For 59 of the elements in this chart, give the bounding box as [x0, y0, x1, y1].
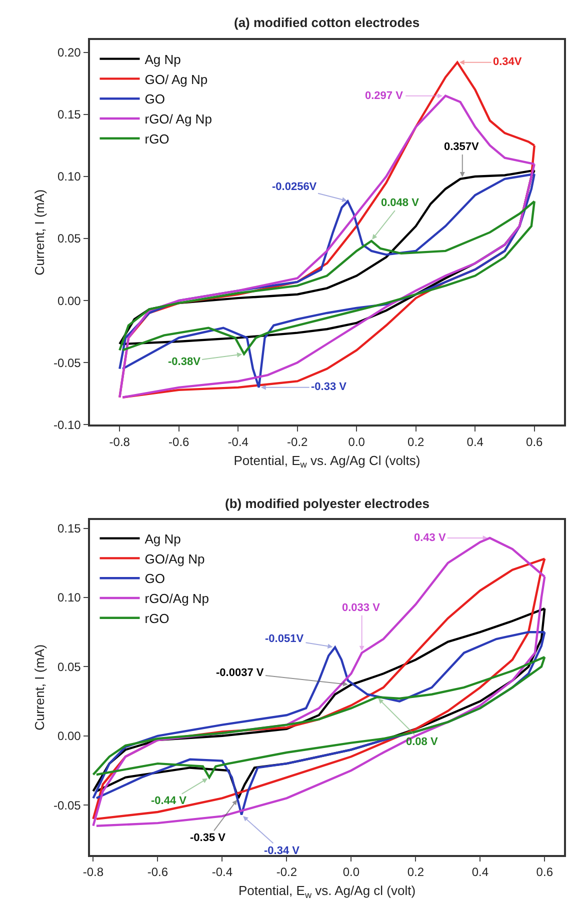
x-tick-label: -0.6	[147, 865, 168, 880]
x-tick-label: 0.6	[526, 434, 544, 449]
legend-label: rGO/ Ag Np	[144, 112, 212, 127]
legend-label: GO/ Ag Np	[144, 72, 208, 87]
legend-label: rGO	[144, 131, 170, 146]
y-axis-title: Current, I (mA)	[32, 644, 47, 730]
annotation: 0.08 V	[406, 736, 438, 748]
annotation: 0.43 V	[414, 532, 446, 544]
chart-title: (a) modified cotton electrodes	[234, 15, 420, 30]
x-tick-label: 0.0	[342, 865, 360, 880]
annotation: 0.34V	[493, 56, 522, 68]
annotation: -0.34 V	[264, 845, 300, 857]
legend-label: rGO	[144, 610, 170, 626]
x-tick-label: 0.4	[466, 434, 484, 449]
y-tick-label: 0.00	[57, 729, 82, 744]
x-tick-label: -0.8	[82, 865, 104, 880]
x-tick-label: -0.2	[276, 865, 298, 880]
y-tick-label: 0.15	[57, 108, 82, 122]
x-tick-label: 0.0	[348, 434, 366, 449]
annotation: 0.357V	[444, 141, 480, 153]
y-tick-label: 0.00	[57, 294, 82, 308]
y-tick-label: 0.15	[57, 521, 82, 536]
x-tick-label: -0.6	[168, 434, 190, 449]
y-tick-label: -0.10	[53, 418, 82, 432]
x-tick-label: -0.4	[212, 865, 233, 880]
annotation: -0.44 V	[151, 795, 188, 807]
x-tick-label: 0.6	[536, 865, 554, 880]
annotation: 0.033 V	[342, 602, 381, 614]
legend-label: rGO/Ag Np	[144, 591, 210, 606]
chart-title: (b) modified polyester electrodes	[225, 496, 430, 511]
annotation: -0.38V	[168, 356, 202, 368]
y-tick-label: -0.05	[53, 356, 82, 370]
x-tick-label: 0.4	[472, 865, 489, 880]
legend-label: GO/Ag Np	[144, 551, 205, 566]
legend-label: GO	[144, 571, 165, 586]
annotation: -0.0037 V	[216, 667, 264, 679]
annotation: -0.0256V	[272, 181, 318, 193]
legend-label: Ag Np	[144, 531, 181, 546]
annotation: 0.297 V	[365, 90, 404, 102]
x-tick-label: 0.2	[408, 434, 425, 449]
y-tick-label: 0.10	[57, 590, 82, 605]
legend-label: Ag Np	[144, 52, 181, 67]
x-tick-label: -0.2	[287, 434, 308, 449]
annotation: -0.33 V	[311, 381, 348, 393]
legend-label: GO	[144, 92, 165, 107]
y-tick-label: 0.05	[57, 232, 82, 246]
x-axis-title: Potential, E$_{w}$ vs. Ag/Ag cl (volt)	[238, 883, 416, 900]
annotation: 0.048 V	[381, 197, 420, 209]
y-tick-label: 0.05	[57, 660, 82, 674]
annotation: -0.35 V	[190, 832, 226, 844]
y-tick-label: 0.20	[57, 46, 82, 60]
x-tick-label: -0.8	[109, 434, 130, 449]
annotation: -0.051V	[265, 633, 304, 645]
y-axis-title: Current, I (mA)	[32, 189, 47, 276]
x-axis-title: Potential, E$_{w}$ vs. Ag/Ag Cl (volts)	[234, 452, 420, 470]
y-tick-label: 0.10	[57, 170, 82, 184]
x-tick-label: -0.4	[228, 434, 249, 449]
x-tick-label: 0.2	[407, 865, 424, 880]
y-tick-label: -0.05	[53, 798, 82, 812]
